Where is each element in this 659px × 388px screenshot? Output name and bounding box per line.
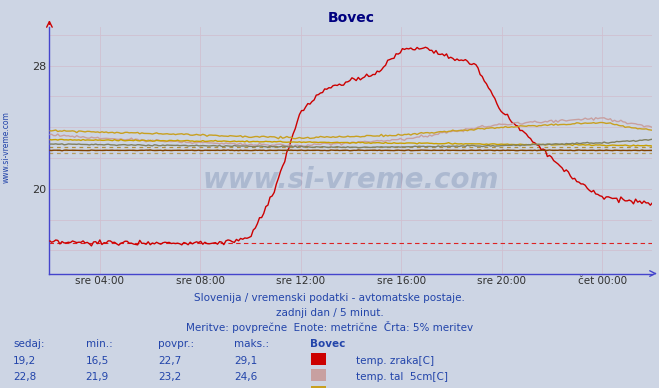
Text: www.si-vreme.com: www.si-vreme.com	[203, 166, 499, 194]
Text: www.si-vreme.com: www.si-vreme.com	[2, 111, 11, 184]
Text: min.:: min.:	[86, 339, 113, 349]
Text: temp. tal  5cm[C]: temp. tal 5cm[C]	[356, 372, 448, 382]
Text: 29,1: 29,1	[234, 355, 257, 365]
Text: maks.:: maks.:	[234, 339, 269, 349]
Text: 23,2: 23,2	[158, 372, 181, 382]
Text: 22,7: 22,7	[158, 355, 181, 365]
Text: 21,9: 21,9	[86, 372, 109, 382]
Text: 24,6: 24,6	[234, 372, 257, 382]
Text: temp. zraka[C]: temp. zraka[C]	[356, 355, 434, 365]
Text: 19,2: 19,2	[13, 355, 36, 365]
Text: zadnji dan / 5 minut.: zadnji dan / 5 minut.	[275, 308, 384, 318]
Title: Bovec: Bovec	[328, 10, 374, 24]
Text: Meritve: povprečne  Enote: metrične  Črta: 5% meritev: Meritve: povprečne Enote: metrične Črta:…	[186, 320, 473, 333]
Text: Slovenija / vremenski podatki - avtomatske postaje.: Slovenija / vremenski podatki - avtomats…	[194, 293, 465, 303]
Text: Bovec: Bovec	[310, 339, 345, 349]
Text: povpr.:: povpr.:	[158, 339, 194, 349]
Text: 22,8: 22,8	[13, 372, 36, 382]
Text: 16,5: 16,5	[86, 355, 109, 365]
Text: sedaj:: sedaj:	[13, 339, 45, 349]
